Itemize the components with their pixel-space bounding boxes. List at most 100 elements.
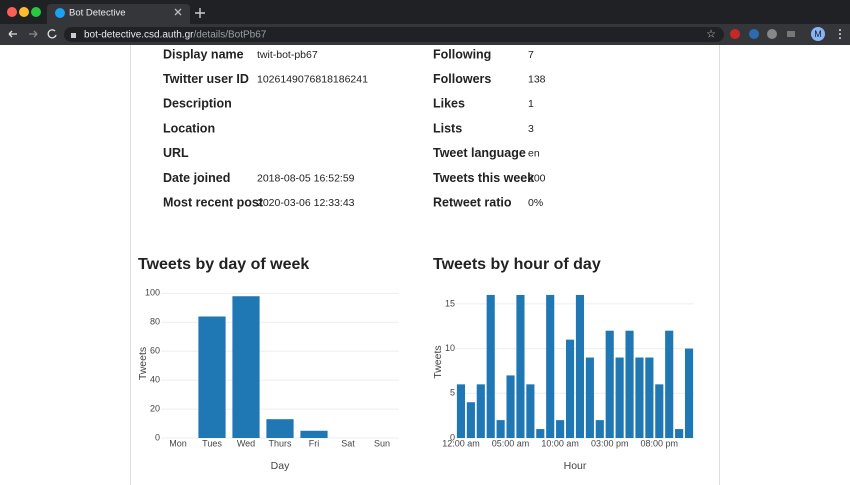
field-label: Date joined xyxy=(163,171,230,185)
bar xyxy=(645,357,654,438)
bar xyxy=(665,330,674,438)
bar xyxy=(684,348,694,438)
minimize-window[interactable] xyxy=(19,7,29,17)
field-value: twit-bot-pb67 xyxy=(257,49,318,61)
y-tick-label: 0 xyxy=(450,432,455,442)
url: bot-detective.csd.auth.gr/details/BotPb6… xyxy=(84,29,267,40)
field-label: Location xyxy=(163,121,215,135)
y-tick-label: 10 xyxy=(445,343,455,353)
x-tick-label: Mon xyxy=(169,438,187,448)
avatar-initial: M xyxy=(814,29,822,39)
x-tick-label: 03:00 pm xyxy=(591,438,629,448)
y-tick-label: 20 xyxy=(150,403,160,413)
extension-icon[interactable] xyxy=(767,29,777,39)
tab-close[interactable] xyxy=(174,8,182,16)
field-label: URL xyxy=(163,146,189,160)
x-tick-label: 10:00 am xyxy=(541,438,579,448)
x-tick-label: Fri xyxy=(309,438,320,448)
y-tick-label: 15 xyxy=(445,298,455,308)
bar xyxy=(585,357,594,438)
url-host: bot-detective.csd.auth.gr xyxy=(84,29,194,40)
field-value: 1 xyxy=(528,98,534,110)
field-value: 0% xyxy=(528,197,543,209)
x-tick-label: Tues xyxy=(202,438,222,448)
bar xyxy=(300,430,328,438)
chart-title: Tweets by hour of day xyxy=(433,256,601,273)
back-button[interactable] xyxy=(8,30,17,38)
x-tick-label: Sat xyxy=(341,438,355,448)
x-tick-label: Wed xyxy=(237,438,255,448)
y-tick-label: 0 xyxy=(155,432,160,442)
bar xyxy=(266,419,294,438)
field-label: Followers xyxy=(433,72,491,86)
extension-icon[interactable] xyxy=(749,29,759,39)
x-tick-label: 08:00 pm xyxy=(641,438,679,448)
bar xyxy=(476,384,485,438)
field-label: Retweet ratio xyxy=(433,195,512,209)
y-tick-label: 40 xyxy=(150,375,160,385)
y-tick-label: 5 xyxy=(450,388,455,398)
field-value: 138 xyxy=(528,73,546,85)
new-tab[interactable] xyxy=(195,8,205,18)
bar xyxy=(486,294,495,438)
avatar[interactable] xyxy=(811,27,825,41)
field-value: en xyxy=(528,148,540,160)
x-tick-label: Sun xyxy=(374,438,390,448)
field-label: Likes xyxy=(433,97,465,111)
y-axis-label: Tweets xyxy=(137,347,149,380)
bar xyxy=(615,357,624,438)
lock-icon xyxy=(71,33,76,38)
url-path: /details/BotPb67 xyxy=(194,29,267,40)
y-axis-label: Tweets xyxy=(432,345,444,378)
bar xyxy=(655,384,664,438)
field-label: Twitter user ID xyxy=(163,72,249,86)
field-label: Following xyxy=(433,47,491,61)
field-label: Most recent post xyxy=(163,195,264,209)
field-label: Display name xyxy=(163,47,244,61)
tab[interactable] xyxy=(47,4,190,24)
extension-icon[interactable] xyxy=(787,31,795,37)
bar xyxy=(516,294,525,438)
field-label: Tweet language xyxy=(433,146,526,160)
field-label: Description xyxy=(163,97,232,111)
x-tick-label: 12:00 am xyxy=(442,438,480,448)
bar xyxy=(506,375,515,438)
address-bar[interactable] xyxy=(64,27,724,42)
bar xyxy=(595,420,604,438)
y-tick-label: 100 xyxy=(145,288,160,298)
y-tick-label: 60 xyxy=(150,346,160,356)
bar xyxy=(565,339,575,438)
field-value: 2020-03-06 12:33:43 xyxy=(257,197,355,209)
field-value: 200 xyxy=(528,172,546,184)
field-value: 2018-08-05 16:52:59 xyxy=(257,172,355,184)
reload-button[interactable] xyxy=(47,29,57,39)
extension-icon[interactable] xyxy=(730,29,740,39)
bar xyxy=(456,384,466,438)
field-value: 3 xyxy=(528,123,534,135)
forward-button[interactable] xyxy=(29,30,38,38)
bar xyxy=(556,420,565,438)
x-axis-label: Hour xyxy=(564,460,587,472)
bar xyxy=(575,294,585,438)
bar xyxy=(466,402,475,438)
bar xyxy=(635,357,644,438)
field-label: Tweets this week xyxy=(433,171,534,185)
bar xyxy=(198,316,226,438)
x-tick-label: 05:00 am xyxy=(492,438,530,448)
bar xyxy=(232,296,260,438)
tab-icon xyxy=(55,8,65,18)
bar xyxy=(526,384,535,438)
bar xyxy=(546,294,555,438)
bar xyxy=(536,429,545,438)
bar xyxy=(675,429,684,438)
maximize-window[interactable] xyxy=(31,7,41,17)
bar xyxy=(496,420,505,438)
tab-title: Bot Detective xyxy=(69,8,126,19)
bar xyxy=(605,330,614,438)
x-tick-label: Thurs xyxy=(268,438,292,448)
close-window[interactable] xyxy=(7,7,17,17)
bookmark-star[interactable]: ☆ xyxy=(706,28,716,40)
chart-title: Tweets by day of week xyxy=(138,256,309,273)
x-axis-label: Day xyxy=(271,460,290,472)
